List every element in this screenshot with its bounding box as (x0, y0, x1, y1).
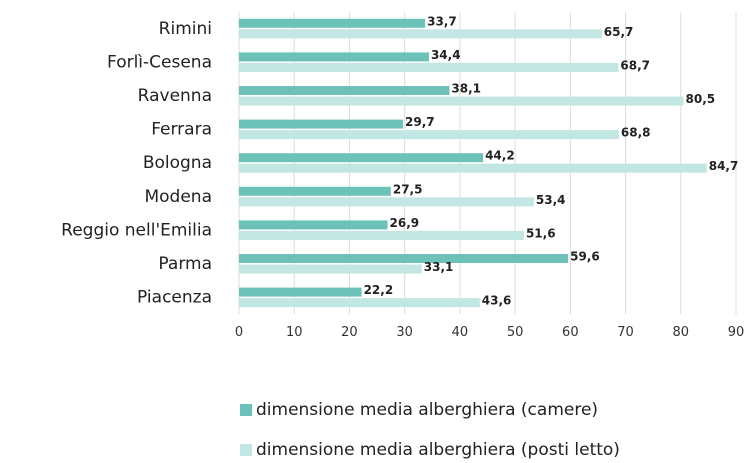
value-label: 33,1 (424, 260, 454, 274)
y-tick-label: Parma (158, 254, 212, 274)
y-tick-label: Ravenna (138, 86, 212, 106)
bar (239, 86, 450, 95)
bar (239, 119, 404, 129)
y-tick-label: Bologna (143, 153, 212, 173)
x-tick-label: 20 (341, 325, 358, 340)
value-label: 44,2 (485, 149, 515, 163)
value-label: 27,5 (393, 182, 423, 196)
value-label: 68,8 (621, 126, 651, 140)
y-tick-label: Reggio nell'Emilia (61, 220, 212, 240)
x-tick-label: 30 (396, 325, 413, 340)
bar (239, 18, 426, 28)
x-tick-label: 90 (728, 325, 745, 340)
y-tick-label: Forlì-Cesena (107, 52, 212, 72)
value-label: 26,9 (390, 216, 420, 230)
x-tick-label: 70 (617, 325, 634, 340)
value-label: 29,7 (405, 115, 435, 129)
bar (239, 153, 484, 163)
legend-label: dimensione media alberghiera (camere) (256, 400, 598, 420)
bar (239, 220, 388, 230)
y-tick-label: Modena (144, 187, 212, 207)
value-label: 33,7 (427, 14, 457, 28)
x-tick-label: 50 (507, 325, 524, 340)
bar (239, 197, 534, 207)
x-tick-label: 10 (286, 325, 303, 340)
value-label: 51,6 (526, 226, 556, 240)
y-tick-label: Ferrara (151, 120, 212, 140)
y-tick-label: Rimini (159, 19, 212, 39)
value-label: 80,5 (686, 92, 716, 106)
x-tick-label: 80 (673, 325, 690, 340)
bar (239, 287, 362, 297)
value-label: 53,4 (536, 193, 566, 207)
bar (239, 96, 684, 106)
value-label: 59,6 (570, 250, 600, 264)
value-label: 38,1 (451, 82, 481, 96)
bar (239, 52, 429, 62)
value-label: 43,6 (482, 294, 512, 308)
bar (239, 254, 569, 263)
legend-label: dimensione media alberghiera (posti lett… (256, 440, 620, 460)
x-tick-label: 60 (562, 325, 579, 340)
bar (239, 163, 707, 173)
legend-swatch (240, 404, 252, 416)
bar (239, 29, 602, 39)
bar (239, 264, 422, 274)
value-label: 34,4 (431, 48, 461, 62)
value-label: 84,7 (709, 159, 739, 173)
y-tick-label: Piacenza (137, 288, 212, 308)
bar (239, 186, 391, 196)
x-tick-label: 0 (235, 325, 243, 340)
bar (239, 298, 480, 308)
value-label: 65,7 (604, 25, 634, 39)
value-label: 22,2 (364, 283, 394, 297)
legend-swatch (240, 444, 252, 456)
bar (239, 230, 524, 240)
bar (239, 130, 619, 140)
bar (239, 62, 619, 72)
x-tick-label: 40 (452, 325, 469, 340)
value-label: 68,7 (620, 58, 650, 72)
